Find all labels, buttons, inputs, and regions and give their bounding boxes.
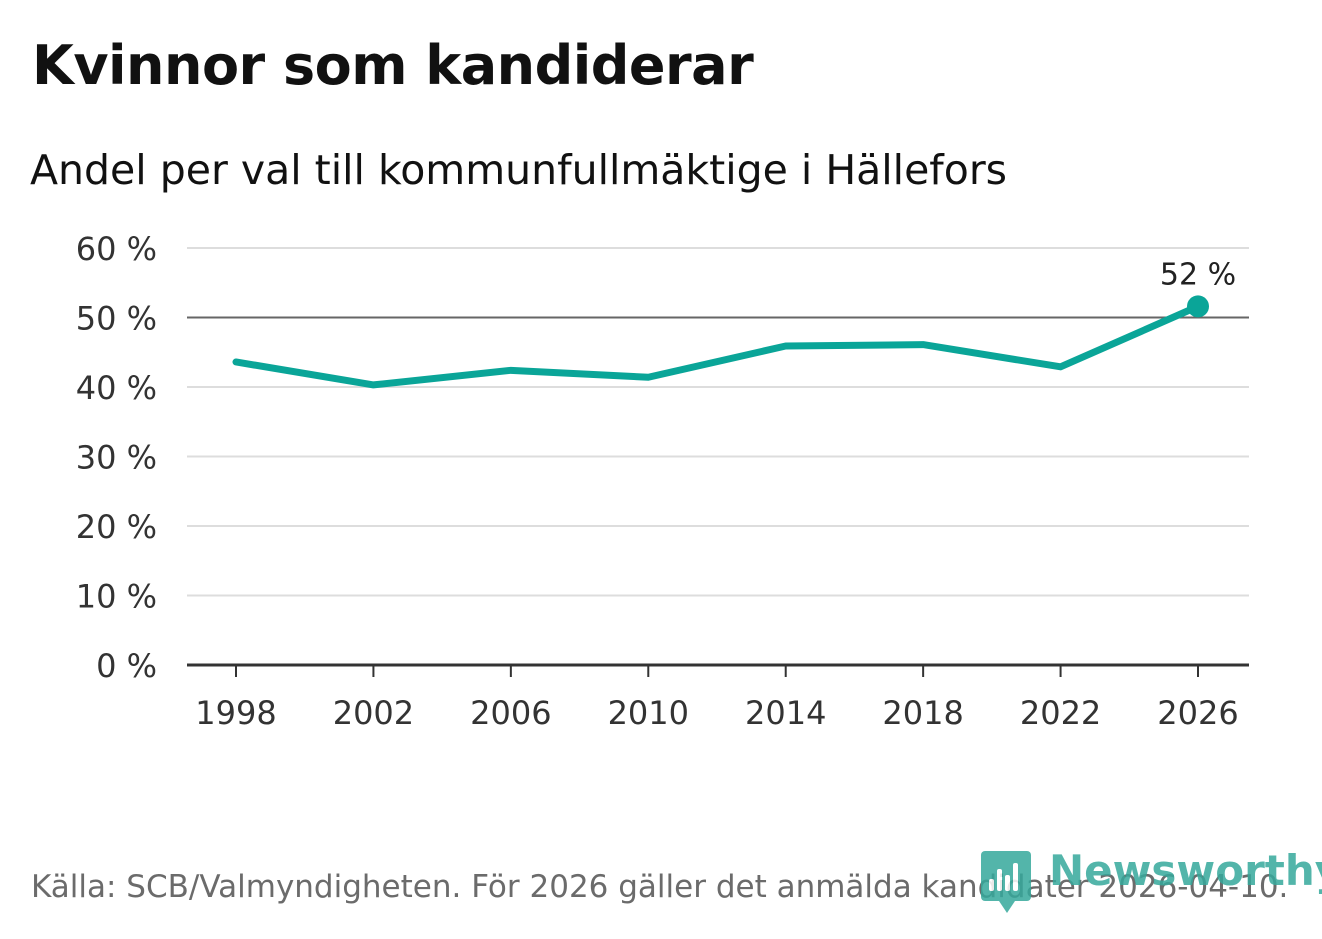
- x-tick-label: 2010: [608, 694, 689, 732]
- grid-layer: [187, 247, 1249, 667]
- x-tick-label: 2022: [1020, 694, 1101, 732]
- y-tick-label: 50 %: [76, 300, 157, 338]
- newsworthy-logo: Newsworthy: [981, 846, 1322, 913]
- x-tick-label: 1998: [195, 694, 276, 732]
- y-tick-label: 10 %: [76, 578, 157, 616]
- data-label-layer: 52 %: [1160, 257, 1236, 318]
- highlight-point: [1187, 295, 1209, 318]
- bar-chart-icon: [981, 851, 1031, 913]
- x-tick-label: 2006: [470, 694, 551, 732]
- x-tick-label: 2026: [1157, 694, 1238, 732]
- y-tick-label: 20 %: [76, 508, 157, 546]
- y-tick-label: 40 %: [76, 369, 157, 407]
- x-tick-label: 2002: [333, 694, 414, 732]
- brand-name: Newsworthy: [1049, 846, 1322, 895]
- y-tick-label: 30 %: [76, 439, 157, 477]
- source-note: Källa: SCB/Valmyndigheten. För 2026 gäll…: [31, 869, 1289, 905]
- series-line: [232, 302, 1202, 389]
- y-axis-ticks: 0 % 10 % 20 % 30 % 40 % 50 % 60 %: [76, 230, 157, 685]
- y-tick-label: 0 %: [96, 647, 157, 685]
- x-tick-label: 2014: [745, 694, 826, 732]
- x-axis-ticks: 1998 2002 2006 2010 2014 2018 2022 2026: [195, 665, 1239, 732]
- chart-subtitle: Andel per val till kommunfullmäktige i H…: [30, 146, 1008, 194]
- x-tick-label: 2018: [882, 694, 963, 732]
- series-layer: [232, 302, 1202, 389]
- line-chart: 0 % 10 % 20 % 30 % 40 % 50 % 60 % 1998 2002 2006…: [76, 230, 1249, 732]
- data-label: 52 %: [1160, 257, 1236, 292]
- y-tick-label: 60 %: [76, 230, 157, 268]
- chart-title: Kvinnor som kandiderar: [32, 34, 754, 97]
